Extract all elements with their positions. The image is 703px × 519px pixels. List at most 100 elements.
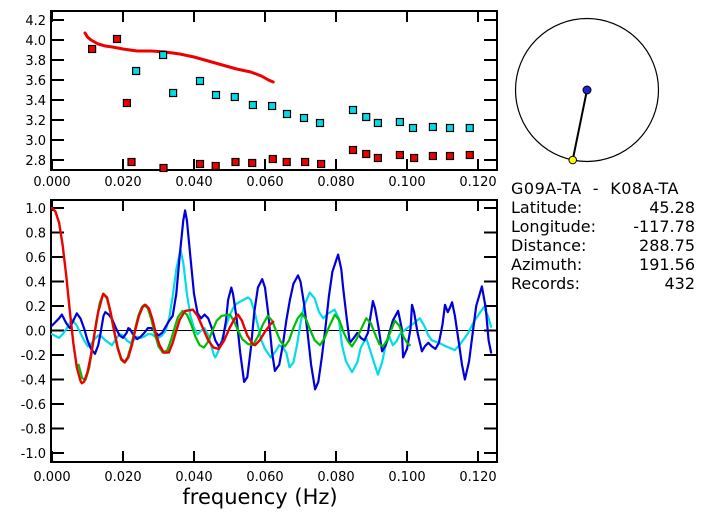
- y-tick-label: 0.6: [25, 251, 46, 266]
- data-point-square: [395, 117, 404, 127]
- data-point-square: [445, 123, 455, 133]
- data-point-square: [445, 151, 455, 161]
- x-tick-label: 0.120: [459, 470, 496, 485]
- y-tick-label: -0.8: [21, 423, 46, 438]
- data-point-square: [132, 66, 141, 76]
- y-tick-label: 3.8: [25, 54, 46, 69]
- data-point-square: [87, 44, 97, 54]
- info-label: Latitude:: [511, 198, 583, 217]
- data-point-square: [127, 157, 136, 167]
- y-tick-label: -0.4: [21, 374, 46, 389]
- info-value: 45.28: [649, 198, 695, 217]
- y-tick-label: 4.0: [25, 34, 46, 49]
- x-tick-label: 0.040: [175, 175, 212, 190]
- data-point-square: [282, 157, 291, 167]
- data-point-square: [211, 90, 221, 100]
- series-red-data-squares: [87, 34, 474, 173]
- series-red-model-trace: [50, 206, 275, 385]
- info-row-latitude: Latitude: 45.28: [511, 198, 699, 217]
- data-point-square: [348, 105, 358, 115]
- series-blue-noisy-trace: [50, 209, 493, 391]
- info-row-distance: Distance: 288.75: [511, 236, 699, 255]
- coherence-spectrum-plot: 0.000 0.020 0.040 0.060 0.080 0.100 0.120 4.2 4.…: [25, 10, 498, 190]
- data-point-square: [317, 159, 326, 169]
- x-tick-label: 0.100: [388, 470, 425, 485]
- y-tick-label: 0.2: [25, 300, 46, 315]
- data-point-square: [362, 149, 371, 159]
- data-point-square: [122, 98, 132, 108]
- y-tick-label: 3.4: [25, 94, 46, 109]
- y-tick-label: 0.4: [25, 276, 46, 291]
- y-tick-label: 2.8: [25, 154, 46, 169]
- azimuth-end-dot: [568, 155, 578, 165]
- data-point-square: [230, 92, 239, 102]
- data-point-square: [299, 113, 309, 123]
- station-pair-title: G09A-TA - K08A-TA: [511, 179, 679, 198]
- y-tick-label: 3.2: [25, 114, 46, 129]
- y-tick-label: -1.0: [21, 447, 46, 462]
- data-point-square: [408, 123, 418, 133]
- x-tick-label: 0.100: [388, 175, 425, 190]
- data-point-square: [301, 157, 310, 167]
- data-point-square: [395, 150, 404, 160]
- data-point-square: [315, 118, 325, 128]
- data-point-square: [428, 122, 437, 132]
- info-label: Longitude:: [511, 217, 596, 236]
- data-point-square: [428, 151, 437, 161]
- data-point-square: [465, 123, 474, 133]
- x-tick-label: 0.000: [33, 175, 70, 190]
- x-tick-label: 0.020: [104, 470, 141, 485]
- data-point-square: [248, 158, 257, 168]
- info-value: 432: [664, 274, 695, 293]
- info-value: 288.75: [639, 236, 695, 255]
- azimuth-circle: [514, 17, 660, 163]
- info-label: Azimuth:: [511, 255, 583, 274]
- x-tick-label: 0.000: [33, 470, 70, 485]
- y-tick-label: 3.6: [25, 74, 46, 89]
- data-point-square: [159, 163, 168, 173]
- x-tick-label: 0.060: [246, 470, 283, 485]
- azimuth-line: [571, 89, 588, 161]
- top-plot-frame: [50, 10, 498, 171]
- series-red-model-curve: [83, 31, 275, 84]
- y-tick-label: 0.8: [25, 227, 46, 242]
- station-info-panel: G09A-TA - K08A-TA Latitude: 45.28 Longit…: [511, 179, 699, 293]
- y-tick-label: -0.6: [21, 398, 46, 413]
- info-row-longitude: Longitude: -117.78: [511, 217, 699, 236]
- data-point-square: [268, 154, 277, 164]
- data-point-square: [373, 118, 382, 128]
- info-row-azimuth: Azimuth: 191.56: [511, 255, 699, 274]
- data-point-square: [159, 50, 168, 60]
- info-label: Distance:: [511, 236, 587, 255]
- data-point-square: [362, 112, 371, 122]
- x-tick-label: 0.060: [246, 175, 283, 190]
- data-point-square: [348, 145, 358, 155]
- data-point-square: [195, 159, 205, 169]
- data-point-square: [248, 100, 257, 110]
- data-point-square: [465, 150, 474, 160]
- y-tick-label: -0.2: [21, 349, 46, 364]
- x-axis-title: frequency (Hz): [182, 485, 337, 509]
- data-point-square: [195, 76, 205, 86]
- data-point-square: [282, 109, 292, 119]
- info-value: -117.78: [633, 217, 695, 236]
- data-point-square: [373, 153, 382, 163]
- center-station-dot: [582, 85, 592, 95]
- data-point-square: [268, 101, 277, 111]
- data-point-square: [231, 157, 240, 167]
- data-point-square: [112, 34, 122, 44]
- data-point-square: [169, 88, 178, 98]
- series-cyan-data-squares: [132, 50, 474, 133]
- data-point-square: [410, 153, 419, 163]
- x-tick-label: 0.080: [317, 470, 354, 485]
- x-tick-label: 0.020: [104, 175, 141, 190]
- info-value: 191.56: [639, 255, 695, 274]
- y-tick-label: 4.2: [25, 14, 46, 29]
- correlation-vs-frequency-plot: 0.000 0.020 0.040 0.060 0.080 0.100 0.120 1.0 0.…: [21, 199, 498, 485]
- info-row-records: Records: 432: [511, 274, 699, 293]
- info-label: Records:: [511, 274, 581, 293]
- station-azimuth-map: [514, 17, 660, 165]
- y-tick-label: 3.0: [25, 134, 46, 149]
